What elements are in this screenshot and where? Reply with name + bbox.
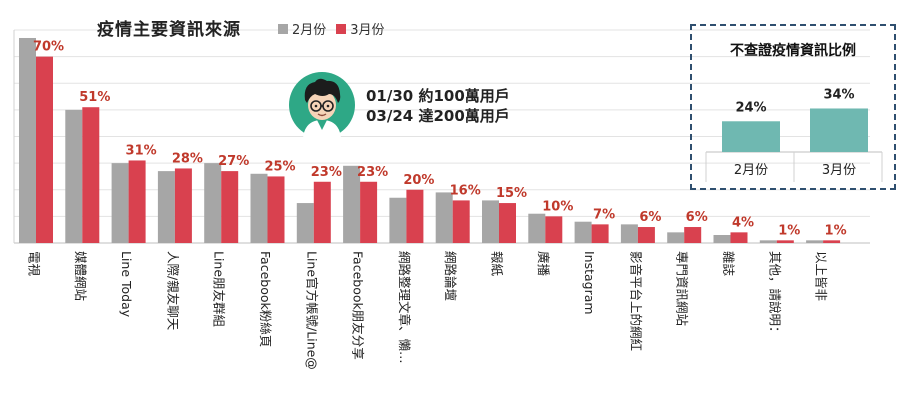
category-label: 以上皆非 [814, 251, 829, 301]
legend-item-mar: 3月份 [336, 19, 385, 38]
data-label: 28% [172, 151, 203, 166]
data-label: 27% [218, 154, 249, 169]
data-label: 20% [403, 173, 434, 188]
data-label: 16% [450, 183, 481, 198]
bar-feb [574, 221, 592, 243]
bar-mar [174, 168, 192, 243]
category-label: 廣播 [536, 251, 551, 277]
inset-data-label: 34% [823, 87, 854, 102]
bar-mar [452, 200, 470, 243]
data-label: 23% [311, 165, 342, 180]
bar-mar [36, 56, 53, 243]
bar-feb [482, 200, 499, 243]
category-label: 網路整理文章、懶… [397, 251, 412, 364]
category-label: Instagram [582, 251, 597, 315]
category-label: 人際/親友聊天 [165, 251, 180, 331]
data-label: 4% [732, 215, 754, 230]
category-label: Facebook朋友分享 [351, 251, 366, 360]
data-label: 6% [639, 210, 661, 225]
bar-feb [250, 173, 268, 243]
bar-feb [296, 203, 314, 243]
category-label: 媒體網站 [73, 251, 88, 301]
legend-swatch-mar [336, 23, 347, 34]
bar-mar [221, 171, 239, 243]
category-label: 影音平台上的網紅 [628, 251, 643, 351]
bar-mar [406, 189, 424, 243]
inset-bar [722, 121, 780, 152]
note-line-2: 03/24 達200萬用戶 [366, 107, 510, 125]
avatar-icon [289, 72, 355, 138]
bar-feb [806, 240, 824, 243]
bar-feb [620, 224, 638, 243]
bar-feb [713, 235, 731, 243]
bar-mar [545, 216, 563, 243]
legend-label-mar: 3月份 [350, 23, 385, 38]
bar-feb [111, 163, 129, 243]
inset-category-label: 3月份 [822, 163, 856, 178]
inset-title: 不查證疫情資訊比例 [730, 43, 856, 59]
bar-feb [65, 109, 83, 243]
category-label: Line官方帳號/Line@ [304, 251, 319, 370]
inset-bar [810, 108, 868, 152]
bar-mar [267, 176, 285, 243]
data-label: 23% [357, 165, 388, 180]
category-label: Facebook粉絲頁 [258, 251, 273, 347]
bar-mar [823, 240, 841, 243]
bar-feb [343, 165, 361, 243]
bar-mar [776, 240, 794, 243]
bar-feb [528, 213, 546, 243]
bar-mar [82, 107, 100, 244]
bar-mar [684, 227, 702, 243]
bar-feb [389, 197, 407, 243]
data-label: 31% [126, 143, 157, 158]
legend-swatch-feb [278, 23, 288, 34]
bar-mar [313, 181, 331, 243]
bar-mar [128, 160, 146, 243]
data-label: 51% [79, 90, 110, 105]
data-label: 25% [264, 159, 295, 174]
category-label: 報紙 [490, 251, 505, 277]
category-label: 雜誌 [721, 251, 736, 277]
category-label: 其他，請說明： [767, 251, 782, 339]
data-label: 7% [593, 207, 615, 222]
data-label: 6% [686, 210, 708, 225]
bar-mar [730, 232, 748, 243]
inset-data-label: 24% [735, 100, 766, 115]
bar-mar [499, 203, 516, 243]
bar-feb [667, 232, 685, 243]
category-label: 電視 [27, 251, 42, 277]
bar-feb [435, 192, 453, 243]
bar-feb [19, 37, 36, 243]
data-label: 10% [542, 199, 573, 214]
bar-feb [157, 171, 175, 243]
bar-feb [759, 240, 777, 243]
category-label: 網路論壇 [443, 251, 458, 301]
legend-label-feb: 2月份 [292, 23, 327, 38]
data-label: 1% [778, 223, 800, 238]
data-label: 15% [496, 186, 527, 201]
category-label: Line Today [119, 251, 134, 318]
bar-feb [204, 163, 222, 243]
category-label: Line朋友群組 [212, 251, 227, 327]
user-growth-note: 01/30 約100萬用戶 03/24 達200萬用戶 [366, 86, 510, 126]
inset-panel: 不查證疫情資訊比例 24% 2月份 34% 3月份 [690, 24, 896, 190]
bar-mar [637, 227, 655, 243]
data-label: 1% [825, 223, 847, 238]
chart-title: 疫情主要資訊來源 [97, 20, 241, 40]
data-label: 70% [33, 40, 64, 55]
chart-legend: 2月份 3月份 [278, 19, 395, 38]
legend-item-feb: 2月份 [278, 19, 326, 38]
inset-chart: 24% 2月份 34% 3月份 [705, 87, 883, 182]
inset-category-label: 2月份 [734, 163, 768, 178]
category-label: 專門資訊網站 [675, 251, 690, 326]
bar-mar [360, 181, 378, 243]
note-line-1: 01/30 約100萬用戶 [366, 87, 510, 105]
bar-mar [591, 224, 609, 243]
